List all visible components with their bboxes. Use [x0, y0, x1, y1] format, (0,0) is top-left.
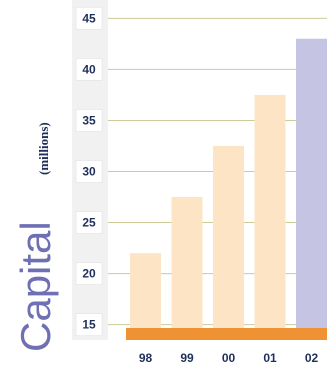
bar [130, 253, 161, 328]
y-tick-box [75, 58, 103, 81]
y-tick: 25 [75, 211, 103, 234]
x-tick-label: 99 [180, 351, 194, 365]
bar [296, 38, 327, 328]
y-axis-label: Capital [12, 221, 59, 352]
y-axis-unit-label: (millions) [36, 122, 51, 175]
y-tick-label: 35 [82, 113, 96, 127]
y-tick-label: 25 [82, 216, 96, 230]
y-tick: 15 [75, 313, 103, 336]
y-tick-label: 40 [82, 62, 96, 76]
y-tick: 30 [75, 160, 103, 183]
y-tick-labels: 15 20 25 30 35 40 45 [75, 7, 103, 336]
y-tick: 20 [75, 262, 103, 285]
y-tick-box [75, 211, 103, 234]
x-tick-labels: 98 99 00 01 02 [139, 351, 319, 365]
y-tick-box [75, 7, 103, 30]
baseline-bar [126, 328, 327, 340]
x-tick-label: 02 [305, 351, 319, 365]
y-tick: 35 [75, 109, 103, 132]
bar [213, 145, 244, 328]
bars [130, 38, 327, 328]
y-tick-box [75, 109, 103, 132]
x-tick-label: 98 [139, 351, 153, 365]
y-tick-label: 15 [82, 318, 96, 332]
x-tick-label: 01 [263, 351, 277, 365]
y-tick-label: 45 [82, 11, 96, 25]
y-tick-box [75, 262, 103, 285]
bar [171, 197, 203, 328]
x-tick-label: 00 [222, 351, 236, 365]
y-tick-label: 20 [82, 267, 96, 281]
y-tick-label: 30 [82, 165, 96, 179]
y-tick-box [75, 313, 103, 336]
y-tick: 40 [75, 58, 103, 81]
y-tick-box [75, 160, 103, 183]
y-tick: 45 [75, 7, 103, 30]
bar [254, 94, 286, 328]
